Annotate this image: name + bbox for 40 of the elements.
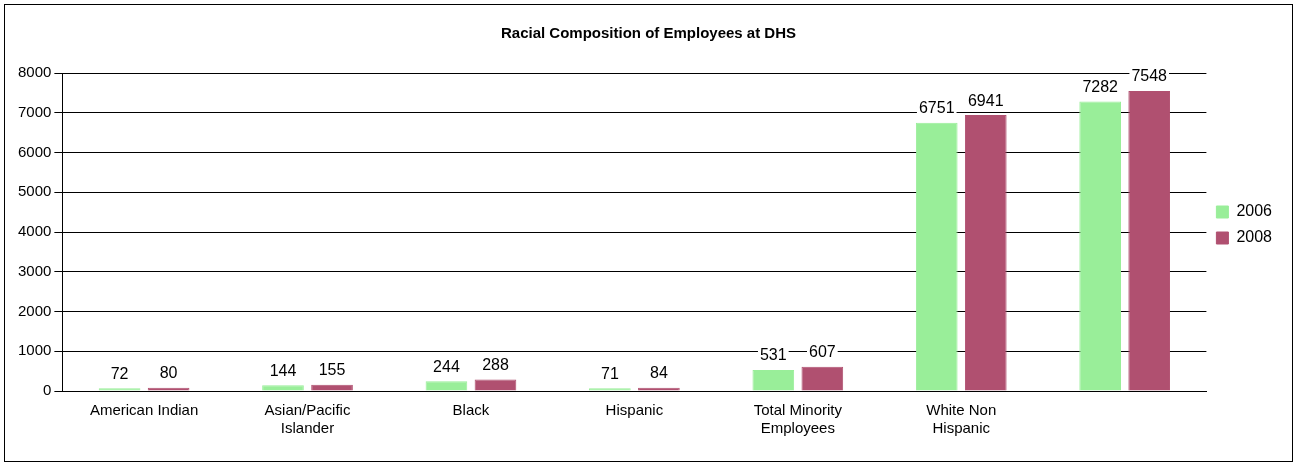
y-tick-label: 5000 (17, 182, 52, 200)
x-tick-label: Hispanic (605, 401, 664, 419)
legend-label: 2006 (1236, 202, 1273, 220)
data-label: 6751 (918, 99, 955, 117)
data-label: 6941 (967, 91, 1004, 109)
data-label: 71 (600, 364, 619, 382)
data-label: 607 (808, 343, 836, 361)
data-label: 288 (482, 355, 509, 373)
chart-title: Racial Composition of Employees at DHS (500, 24, 797, 42)
y-tick-label: 7000 (17, 102, 52, 120)
data-label: 84 (650, 364, 668, 382)
data-label: 531 (759, 346, 787, 364)
x-tick-label: White Non Hispanic (926, 401, 997, 437)
data-label: 7282 (1082, 77, 1119, 95)
data-label: 244 (433, 357, 460, 375)
y-tick-label: 4000 (17, 222, 52, 240)
x-tick-label: Total Minority Employees (753, 401, 843, 437)
x-tick-label: American Indian (89, 401, 199, 419)
y-tick-label: 8000 (17, 63, 52, 81)
legend-label: 2008 (1236, 228, 1273, 246)
y-tick-label: 0 (43, 381, 52, 399)
data-label: 80 (159, 364, 178, 382)
bar (915, 122, 958, 391)
y-tick-label: 6000 (17, 142, 52, 160)
bar (964, 115, 1007, 391)
y-tick-label: 2000 (17, 301, 52, 319)
x-tick-label: Asian/Pacific Islander (264, 401, 351, 437)
bar (801, 366, 844, 391)
data-label: 72 (110, 364, 129, 382)
bar (1079, 101, 1122, 391)
x-tick-label: Black (452, 401, 490, 419)
y-tick-label: 1000 (17, 341, 52, 359)
bar (752, 369, 795, 391)
y-tick-label: 3000 (17, 261, 52, 279)
data-label: 7548 (1131, 67, 1168, 85)
bar (262, 385, 304, 391)
data-label: 144 (269, 361, 297, 379)
bar (1128, 90, 1171, 391)
bar (425, 381, 468, 391)
data-label: 155 (318, 361, 346, 379)
